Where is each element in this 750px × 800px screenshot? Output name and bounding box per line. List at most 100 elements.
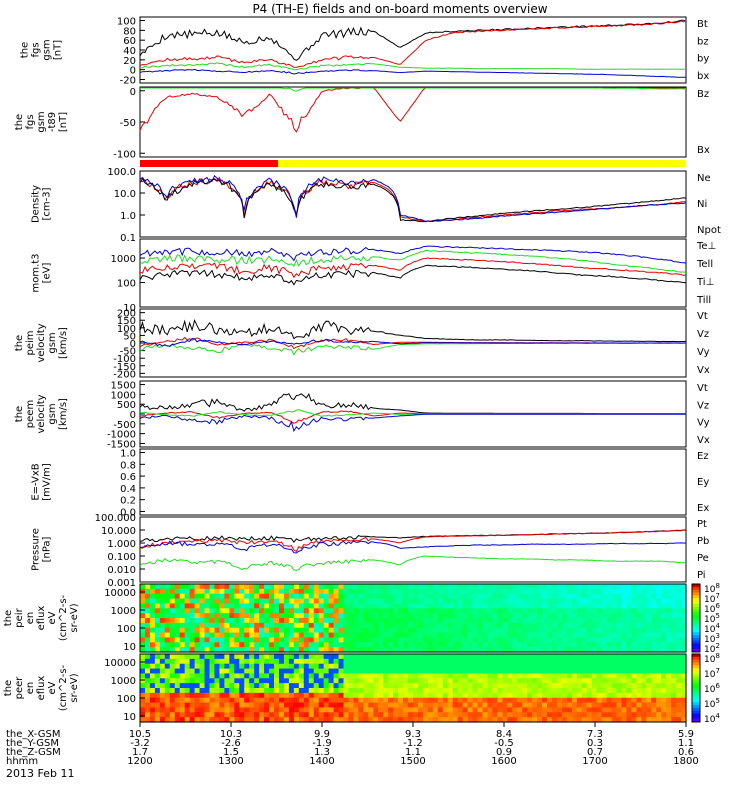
spectrogram-cell xyxy=(174,668,181,675)
spectrogram-cell xyxy=(274,658,280,665)
spectrogram-cell xyxy=(611,593,618,600)
spectrogram-cell xyxy=(497,642,503,648)
spectrogram-cell xyxy=(338,608,345,614)
spectrogram-cell xyxy=(432,712,439,718)
spectrogram-cell xyxy=(537,637,543,643)
spectrogram-cell xyxy=(204,637,211,643)
spectrogram-cell xyxy=(234,712,240,718)
spectrogram-cell xyxy=(641,658,647,665)
spectrogram-cell xyxy=(318,673,325,679)
spectrogram-cell xyxy=(576,702,583,709)
spectrogram-cell xyxy=(427,678,434,684)
spectrogram-cell xyxy=(413,598,419,605)
spectrogram-cell xyxy=(547,588,553,595)
spectrogram-cell xyxy=(179,702,186,709)
y-label-line: E=-VxB xyxy=(31,463,42,500)
spectrogram-cell xyxy=(447,584,454,590)
spectrogram-cell xyxy=(566,658,573,665)
spectrogram-cell xyxy=(651,654,657,660)
spectrogram-cell xyxy=(358,608,364,614)
spectrogram-cell xyxy=(492,632,498,639)
spectrogram-cell xyxy=(234,608,240,614)
spectrogram-cell xyxy=(403,637,409,643)
spectrogram-cell xyxy=(462,588,469,595)
spectrogram-cell xyxy=(259,658,265,665)
spectrogram-cell xyxy=(492,588,498,595)
spectrogram-cell xyxy=(472,642,479,648)
spectrogram-cell xyxy=(169,588,176,595)
spectrogram-cell xyxy=(606,668,613,675)
spectrogram-cell xyxy=(462,692,469,699)
spectrogram-cell xyxy=(413,593,419,600)
spectrogram-cell xyxy=(274,683,280,689)
spectrogram-cell xyxy=(323,702,330,709)
series-line xyxy=(139,68,686,78)
spectrogram-cell xyxy=(437,642,444,648)
spectrogram-cell xyxy=(313,622,320,629)
spectrogram-cell xyxy=(408,673,414,679)
spectrogram-cell xyxy=(398,608,404,614)
spectrogram-cell xyxy=(522,593,528,600)
spectrogram-cell xyxy=(472,588,479,595)
spectrogram-cell xyxy=(313,658,320,665)
spectrogram-cell xyxy=(249,702,255,709)
spectrogram-cell xyxy=(671,654,677,660)
spectrogram-cell xyxy=(234,613,240,619)
spectrogram-cell xyxy=(566,637,573,643)
spectrogram-cell xyxy=(621,584,628,590)
spectrogram-cell xyxy=(477,584,484,590)
spectrogram-cell xyxy=(140,683,146,689)
spectrogram-cell xyxy=(388,608,394,614)
spectrogram-cell xyxy=(621,717,628,723)
spectrogram-cell xyxy=(427,637,434,643)
spectrogram-cell xyxy=(373,673,379,679)
spectrogram-cell xyxy=(393,717,399,723)
spectrogram-cell xyxy=(432,608,439,614)
spectrogram-cell xyxy=(408,593,414,600)
spectrogram-cell xyxy=(174,598,181,605)
spectrogram-cell xyxy=(219,588,225,595)
colorbar-segment xyxy=(692,643,700,647)
spectrogram-cell xyxy=(293,668,300,675)
spectrogram-cell xyxy=(616,683,623,689)
spectrogram-cell xyxy=(437,654,444,660)
spectrogram-cell xyxy=(537,692,543,699)
spectrogram-cell xyxy=(283,598,290,605)
spectrogram-cell xyxy=(403,673,409,679)
spectrogram-cell xyxy=(368,688,374,694)
spectrogram-cell xyxy=(398,647,404,653)
spectrogram-cell xyxy=(264,613,270,619)
spectrogram-cell xyxy=(224,707,230,713)
spectrogram-cell xyxy=(661,613,667,619)
spectrogram-cell xyxy=(229,654,235,660)
spectrogram-cell xyxy=(576,584,583,590)
series-line xyxy=(139,174,687,223)
spectrogram-cell xyxy=(666,613,672,619)
spectrogram-cell xyxy=(154,678,161,684)
spectrogram-cell xyxy=(373,618,379,624)
spectrogram-cell xyxy=(323,627,330,634)
spectrogram-cell xyxy=(482,622,489,629)
spectrogram-cell xyxy=(666,658,672,665)
spectrogram-cell xyxy=(492,702,498,709)
spectrogram-cell xyxy=(547,584,553,590)
spectrogram-cell xyxy=(293,683,300,689)
spectrogram-cell xyxy=(164,712,171,718)
spectrogram-cell xyxy=(586,593,593,600)
spectrogram-cell xyxy=(149,593,156,600)
spectrogram-cell xyxy=(417,613,424,619)
spectrogram-cell xyxy=(159,637,166,643)
spectrogram-cell xyxy=(601,598,608,605)
spectrogram-cell xyxy=(408,632,414,639)
spectrogram-cell xyxy=(591,588,598,595)
spectrogram-cell xyxy=(159,663,166,670)
spectrogram-cell xyxy=(616,642,623,648)
time-tick-label: 1800 xyxy=(673,756,698,767)
spectrogram-cell xyxy=(179,598,186,605)
colorbar-tick-base: 10 xyxy=(704,685,716,695)
y-tick-label: 10 xyxy=(123,303,136,314)
spectrogram-cell xyxy=(542,608,548,614)
spectrogram-cell xyxy=(269,593,275,600)
colorbar-segment xyxy=(692,693,700,697)
spectrogram-cell xyxy=(477,678,484,684)
